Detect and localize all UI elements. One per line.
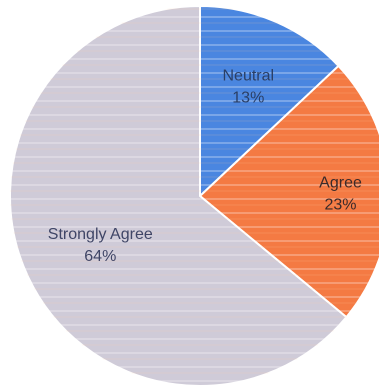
pie-labels: Neutral 13% Agree 23% Strongly Agree 64% [48,67,362,265]
slice-label-strongly-agree: Strongly Agree [48,226,153,243]
scanline-overlay [10,6,379,386]
scanline-agree [200,65,379,318]
slice-value-strongly-agree: 64% [84,248,116,265]
slice-value-agree: 23% [325,197,357,214]
slice-label-neutral: Neutral [223,67,275,84]
scanline-neutral [200,6,339,196]
slice-label-agree: Agree [319,175,362,192]
slice-value-neutral: 13% [232,89,264,106]
scanline-strongly-agree [10,6,347,386]
